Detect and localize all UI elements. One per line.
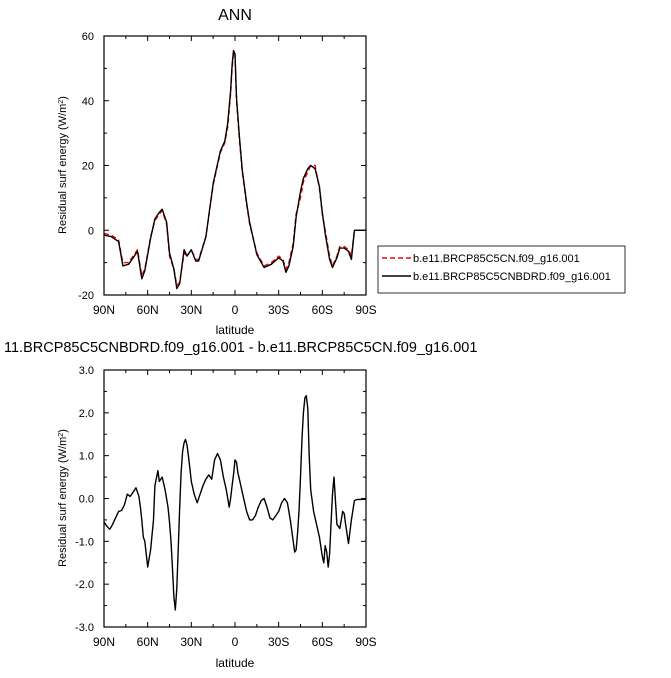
legend-label-series-2: b.e11.BRCP85C5CNBDRD.f09_g16.001 — [413, 271, 611, 283]
x-tick-label: 0 — [232, 303, 239, 317]
panel-1-legend: b.e11.BRCP85C5CN.f09_g16.001 b.e11.BRCP8… — [377, 245, 626, 294]
y-tick-label: 60 — [82, 31, 94, 43]
y-tick-label: 3.0 — [79, 365, 94, 377]
legend-label-series-1: b.e11.BRCP85C5CN.f09_g16.001 — [413, 253, 580, 265]
panel-1-y-tick-labels: -20 0 20 40 60 — [78, 31, 94, 302]
y-tick-label: 0 — [88, 225, 94, 237]
y-tick-label: -20 — [78, 290, 94, 302]
y-tick-label: 2.0 — [79, 408, 94, 420]
x-tick-label: 30S — [268, 635, 289, 649]
panel-2-series-lines — [103, 395, 367, 611]
x-tick-label: 90N — [93, 303, 115, 317]
y-tick-label: 20 — [82, 161, 94, 173]
panel-1-plot-frame — [103, 35, 367, 296]
x-tick-label: 90N — [93, 635, 115, 649]
panel-2-series-line-1 — [103, 395, 367, 611]
panel-1-series-line-1 — [103, 51, 366, 286]
x-tick-label: 30N — [180, 635, 202, 649]
x-tick-label: 90S — [355, 303, 376, 317]
y-tick-label: -1.0 — [75, 536, 94, 548]
panel-2: 11.BRCP85C5CNBDRD.f09_g16.001 - b.e11.BR… — [4, 340, 477, 670]
panel-1-x-tick-labels: 90N 60N 30N 0 30S 60S 90S — [93, 303, 377, 317]
panel-2-y-axis-label: Residual surf energy (W/m2) — [57, 429, 69, 567]
x-tick-label: 60N — [137, 635, 159, 649]
panel-1-series-line-2 — [103, 49, 366, 290]
x-tick-label: 60S — [312, 635, 333, 649]
y-tick-label: -2.0 — [75, 579, 94, 591]
x-tick-label: 90S — [355, 635, 376, 649]
panel-2-title: 11.BRCP85C5CNBDRD.f09_g16.001 - b.e11.BR… — [4, 340, 477, 356]
panel-1-series-lines — [103, 49, 366, 290]
x-tick-label: 0 — [232, 635, 239, 649]
panel-2-x-tick-labels: 90N 60N 30N 0 30S 60S 90S — [93, 635, 377, 649]
y-tick-label: 0.0 — [79, 494, 94, 506]
panel-1-ticks — [103, 35, 367, 296]
x-tick-label: 30S — [268, 303, 289, 317]
panel-1-title: ANN — [218, 7, 252, 24]
x-tick-label: 30N — [180, 303, 202, 317]
y-tick-label: -3.0 — [75, 622, 94, 634]
x-tick-label: 60N — [137, 303, 159, 317]
y-tick-label: 1.0 — [79, 451, 94, 463]
legend-box — [377, 245, 626, 294]
panel-1: ANN -20 0 20 40 60 90N 60N 30N 0 30S 60S 90S latit… — [57, 7, 626, 337]
panel-2-ticks — [103, 369, 367, 628]
x-tick-label: 60S — [312, 303, 333, 317]
y-tick-label: 40 — [82, 96, 94, 108]
panel-2-y-tick-labels: -3.0 -2.0 -1.0 0.0 1.0 2.0 3.0 — [75, 365, 94, 634]
panel-2-plot-frame — [103, 369, 367, 628]
panel-1-x-axis-label: latitude — [216, 323, 255, 337]
panel-1-y-axis-label: Residual surf energy (W/m2) — [57, 96, 69, 234]
panel-2-x-axis-label: latitude — [216, 656, 255, 670]
